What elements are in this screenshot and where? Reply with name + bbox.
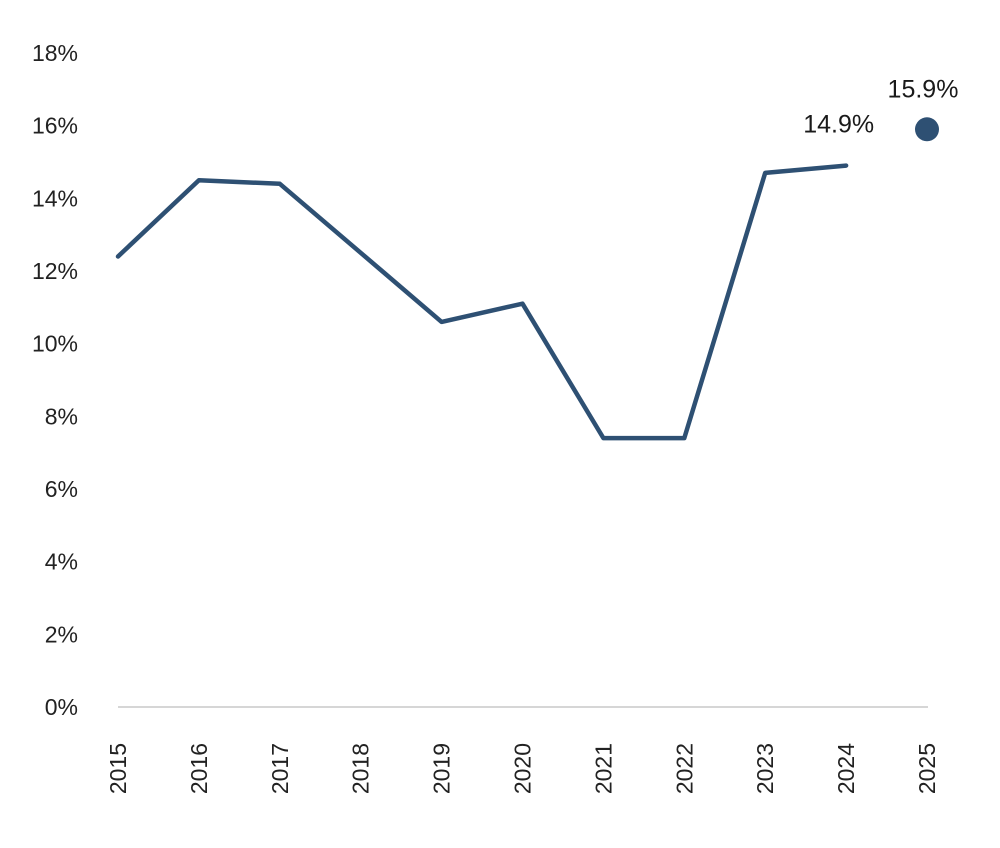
x-tick-label: 2023 xyxy=(752,743,778,794)
x-tick-label: 2019 xyxy=(429,743,455,794)
y-tick-label: 12% xyxy=(32,258,78,284)
x-tick-label: 2021 xyxy=(590,743,616,794)
x-tick-label: 2025 xyxy=(914,743,940,794)
x-tick-label: 2016 xyxy=(186,743,212,794)
series-group xyxy=(115,117,939,441)
series-line xyxy=(115,163,849,441)
y-tick-label: 0% xyxy=(45,694,78,720)
y-axis-ticks: 0% 2% 4% 6% 8% 10% 12% 14% 16% 18% xyxy=(32,40,78,720)
y-tick-label: 2% xyxy=(45,621,78,647)
y-tick-label: 8% xyxy=(45,403,78,429)
data-labels: 15.9% 14.9% xyxy=(803,75,958,138)
x-tick-label: 2022 xyxy=(671,743,697,794)
x-tick-label: 2024 xyxy=(833,743,859,794)
y-tick-label: 4% xyxy=(45,549,78,575)
projection-value-label: 15.9% xyxy=(888,75,959,103)
x-tick-label: 2020 xyxy=(510,743,536,794)
projection-point xyxy=(915,117,939,142)
y-tick-label: 14% xyxy=(32,185,78,211)
y-tick-label: 10% xyxy=(32,331,78,357)
x-axis-ticks: 2015 2016 2017 2018 2019 2020 2021 2022 2023 2024… xyxy=(105,743,940,794)
y-tick-label: 6% xyxy=(45,476,78,502)
y-tick-label: 18% xyxy=(32,40,78,66)
x-tick-label: 2018 xyxy=(348,743,374,794)
x-tick-label: 2015 xyxy=(105,743,131,794)
last-value-label: 14.9% xyxy=(803,111,874,139)
y-tick-label: 16% xyxy=(32,113,78,139)
x-tick-label: 2017 xyxy=(267,743,293,794)
